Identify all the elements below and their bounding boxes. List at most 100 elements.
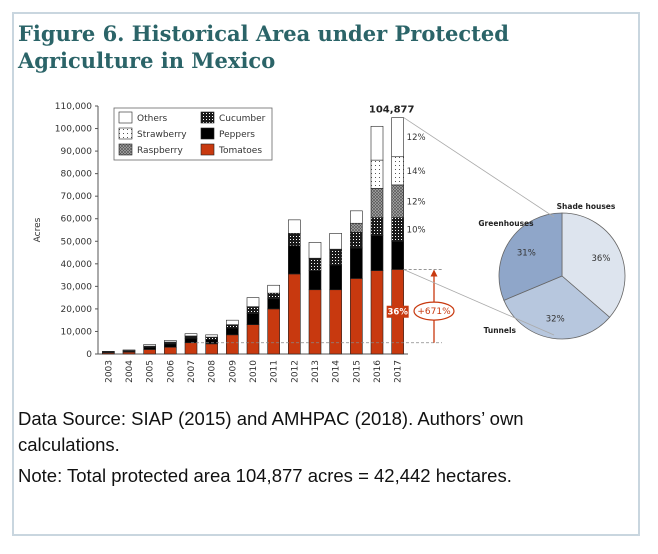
bar-segment-others-2015 [350,210,363,224]
bar-segment-others-2016 [370,125,384,161]
legend-swatch-others [118,111,133,124]
tomatoes-share-badge [386,305,409,318]
pie-category-label: Greenhouses [478,219,534,228]
legend-label-others: Others [137,114,168,124]
y-tick-label: 50,000 [61,237,93,247]
bar-segment-tomatoes-2013 [308,289,322,355]
bar-segment-cucumber-2012 [288,233,301,247]
y-tick-label: 30,000 [61,282,93,292]
bar-segment-tomatoes-2012 [288,273,301,355]
bar-segment-others-2012 [288,219,301,234]
growth-label: +671% [417,307,451,317]
bar-segment-cucumber-2017 [391,217,404,242]
bar-segment-cucumber-2009 [226,324,239,329]
total-area-note: Note: Total protected area 104,877 acres… [18,465,512,486]
x-tick-label: 2009 [228,360,238,383]
pie-value-label: 31% [517,248,536,258]
x-tick-label: 2006 [166,360,176,383]
y-axis-label: Acres [33,217,43,242]
bar-segment-peppers-2008 [205,339,218,345]
bar-segment-raspberry-2017 [391,184,404,218]
segment-label-others: 12% [407,133,426,143]
segment-label-tomatoes: 36% [387,308,408,318]
x-tick-label: 2008 [208,360,218,383]
y-tick-label: 110,000 [55,102,92,112]
bar-segment-strawberry-2017 [391,156,404,186]
x-tick-label: 2017 [394,360,404,383]
legend-swatch-peppers [200,127,215,140]
legend-box [113,107,273,161]
data-source-note: Data Source: SIAP (2015) and AMHPAC (201… [18,408,524,455]
x-tick-label: 2011 [270,360,280,383]
bar-segment-peppers-2011 [267,298,280,310]
legend-label-cucumber: Cucumber [219,114,266,124]
x-tick-label: 2003 [104,360,114,383]
y-tick-label: 40,000 [61,260,93,270]
bar-segment-others-2014 [329,233,342,250]
bar-segment-peppers-2007 [184,337,198,344]
bar-segment-tomatoes-2006 [164,346,177,355]
bar-segment-peppers-2012 [288,245,301,275]
y-tick-label: 0 [86,350,92,360]
bar-segment-tomatoes-2005 [143,349,156,355]
y-tick-label: 100,000 [55,125,92,135]
legend-swatch-tomatoes [200,143,215,156]
segment-label-raspberry: 12% [407,197,426,207]
chart-area: 0 10,000 20,000 30,000 40,000 50,000 60,000 70,… [33,102,626,383]
bar-segment-peppers-2016 [370,235,384,271]
pie-slice-shade-houses [561,212,626,318]
bar-segment-strawberry-2016 [370,159,384,189]
bar-segment-others-2017 [391,117,404,158]
pie-slice-tunnels [503,275,611,340]
bar-segment-others-2013 [308,242,322,259]
bar-segment-cucumber-2016 [370,217,384,236]
total-label: 104,877 [369,105,415,116]
bar-segment-peppers-2014 [329,264,342,291]
pie-category-label: Tunnels [484,326,517,335]
legend-swatch-strawberry [118,127,133,140]
x-tick-label: 2014 [332,360,342,383]
legend-label-tomatoes: Tomatoes [218,146,262,156]
y-tick-label: 90,000 [61,147,93,157]
bar-segment-cucumber-2010 [246,306,260,314]
segment-label-cucumber: 10% [407,225,426,235]
bar-segment-tomatoes-2010 [246,324,260,355]
y-tick-label: 60,000 [61,215,93,225]
legend-label-peppers: Peppers [219,130,255,140]
bar-segment-tomatoes-2007 [184,342,198,355]
x-tick-label: 2007 [187,360,197,383]
bar-segment-peppers-2006 [164,343,177,348]
x-tick-label: 2016 [373,360,383,383]
bar-segment-others-2007 [184,333,198,337]
pie-value-label: 32% [546,314,565,324]
pie-connector-bottom [403,269,555,336]
pie-value-label: 36% [592,254,611,264]
x-tick-label: 2004 [125,360,135,383]
bar-segment-tomatoes-2008 [205,343,218,355]
bar-segment-others-2008 [205,334,218,338]
bar-segment-tomatoes-2016 [370,270,384,355]
bar-segment-peppers-2013 [308,270,322,291]
bar-segment-others-2005 [143,344,156,347]
growth-label-ellipse [413,301,455,321]
bar-segment-others-2009 [226,319,239,325]
bar-segment-raspberry-2015 [350,222,363,233]
bar-segment-others-2004 [122,349,136,351]
y-tick-label: 10,000 [61,327,93,337]
bar-segment-cucumber-2007 [184,335,198,339]
bar-segment-peppers-2015 [350,247,363,279]
bar-segment-cucumber-2011 [267,292,280,300]
bar-segment-others-2010 [246,297,260,307]
figure-title: Figure 6. Historical Area under Protecte… [18,21,509,73]
x-tick-label: 2013 [311,360,321,383]
x-tick-label: 2010 [249,360,259,383]
pie-category-label: Shade houses [557,202,616,211]
x-tick-label: 2015 [352,360,362,383]
pie-connector-top [403,117,555,218]
y-tick-label: 70,000 [61,192,93,202]
bar-segment-raspberry-2016 [370,187,384,218]
legend-label-raspberry: Raspberry [137,146,183,156]
y-tick-label: 20,000 [61,305,93,315]
y-tick-label: 80,000 [61,170,93,180]
segment-label-strawberry: 14% [407,167,426,177]
